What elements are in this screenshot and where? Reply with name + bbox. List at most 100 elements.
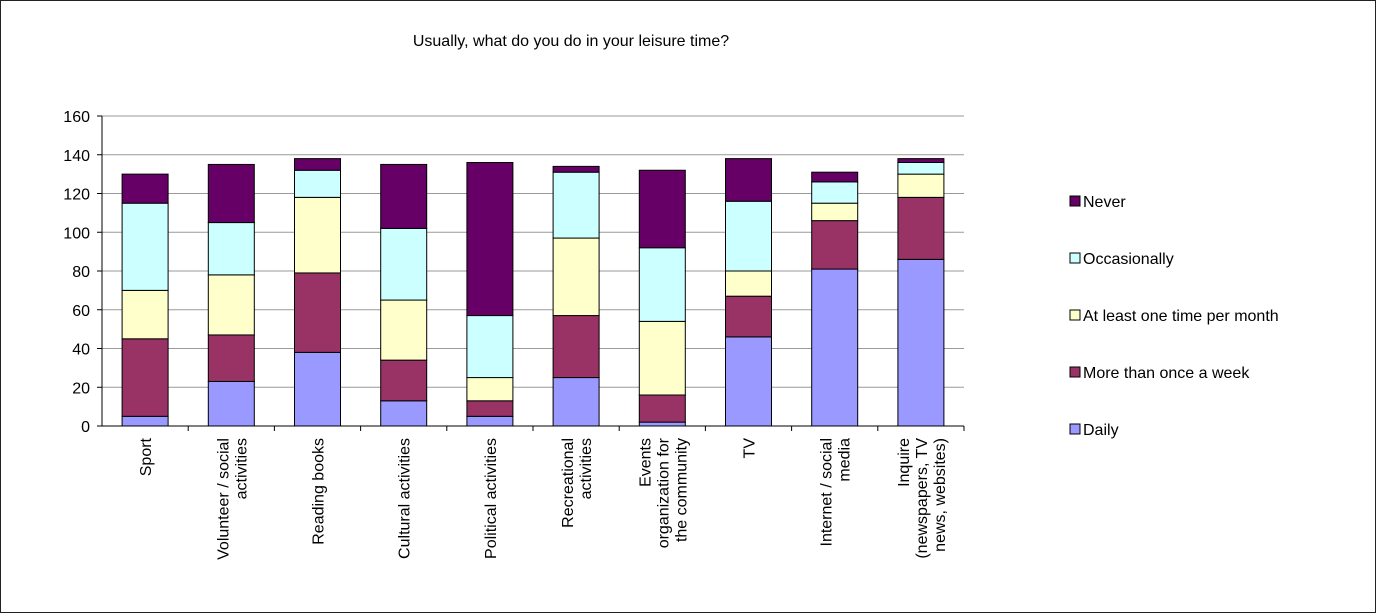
bar-segment [638,247,686,322]
x-category-label-line: Political activities [483,438,500,559]
legend-label: More than once a week [1083,365,1250,382]
bar-segment [207,222,255,276]
legend: Never Occasionally At least one time per m… [1069,194,1279,439]
bars [121,158,945,427]
bar-segment [207,380,255,427]
x-category-label: Internet / social media [819,438,854,547]
bar-segment [121,173,169,204]
bar-segment [638,320,686,396]
bar-segment [725,200,772,272]
x-category-label-line: the community [673,438,690,542]
bar-segment [207,334,255,382]
bar-segment [811,220,859,270]
legend-swatch [1069,309,1081,321]
legend-swatch [1069,252,1081,264]
y-tick-label: 120 [63,187,90,204]
bar-segment [294,158,341,171]
x-category-label: Reading books [311,438,328,545]
y-tick-label: 0 [81,419,90,436]
bar-segment [552,377,600,427]
x-category-label-line: Events [637,438,654,487]
legend-label: Never [1083,194,1126,211]
bar-segment [380,299,428,361]
bar-segment [466,415,514,427]
bar-segment [897,196,945,260]
bar-segment [121,338,169,417]
legend-label: Daily [1083,422,1119,439]
legend-item: Daily [1069,422,1119,439]
bar-segment [638,394,686,423]
bar-segment [294,351,341,427]
legend-item: More than once a week [1069,365,1250,382]
legend-item: Never [1069,194,1126,211]
x-category-label: Events organization for the community [637,437,690,548]
x-category-label: Recreational activities [560,438,595,528]
x-category-label-line: Inquire [896,438,913,487]
bar-segment [466,315,514,379]
y-tick-label: 80 [72,264,90,281]
bar-segment [121,415,169,427]
x-category-label-line: (newspapers, TV [914,438,931,559]
x-category-label: Cultural activities [397,438,414,559]
chart-title: Usually, what do you do in your leisure … [413,33,729,50]
bar-segment [552,171,600,239]
bar-segment [466,377,514,402]
x-category-label: Inquire (newspapers, TV news, websites) [896,438,949,559]
x-category-label-line: TV [742,438,759,459]
bar-segment [294,272,341,353]
legend-label: At least one time per month [1083,308,1279,325]
legend-item: At least one time per month [1069,308,1279,325]
bar-segment [897,173,945,198]
legend-label: Occasionally [1083,251,1174,268]
legend-swatch [1069,195,1081,207]
bar-segment [552,165,600,173]
y-tick-labels: 0 20 40 60 80 100 120 140 160 [63,109,90,436]
bar-segment [897,162,945,175]
bar-segment [552,237,600,317]
bar-segment [466,400,514,417]
bar-segment [294,196,341,274]
legend-swatch [1069,366,1081,378]
x-category-label-line: Reading books [311,438,328,545]
x-category-label-line: activities [233,438,250,499]
bar-segment [121,202,169,291]
x-category-label-line: organization for [655,437,672,548]
y-tick-label: 40 [72,342,90,359]
legend-item: Occasionally [1069,251,1174,268]
bar-segment [725,158,772,202]
legend-swatch [1069,423,1081,435]
x-category-label-line: Internet / social [819,438,836,547]
x-category-label-line: Cultural activities [397,438,414,559]
y-tick-label: 160 [63,109,90,126]
x-category-labels: Sport Volunteer / social activities Reading… [138,437,949,560]
x-category-label-line: Volunteer / social [215,438,232,560]
bar-segment [725,295,772,338]
bar-segment [897,258,945,427]
y-tick-label: 20 [72,380,90,397]
bar-segment [380,400,428,427]
x-category-label: Sport [138,437,155,476]
x-category-label: Volunteer / social activities [215,438,250,560]
bar-segment [897,158,945,163]
y-tick-label: 60 [72,303,90,320]
x-category-label: Political activities [483,438,500,559]
x-category-label-line: media [837,438,854,482]
bar-segment [725,336,772,427]
bar-segment [552,315,600,379]
x-category-label-line: Sport [138,437,155,476]
bar-segment [121,289,169,340]
x-category-label: TV [742,438,759,459]
x-category-label-line: Recreational [560,438,577,528]
bar-segment [725,270,772,297]
bar-segment [811,171,859,183]
y-tick-label: 140 [63,148,90,165]
bar-segment [811,202,859,222]
x-category-label-line: news, websites) [932,438,949,552]
bar-segment [207,274,255,336]
bar-segment [380,359,428,402]
y-tick-label: 100 [63,225,90,242]
bar-segment [811,268,859,427]
bar-segment [466,162,514,317]
